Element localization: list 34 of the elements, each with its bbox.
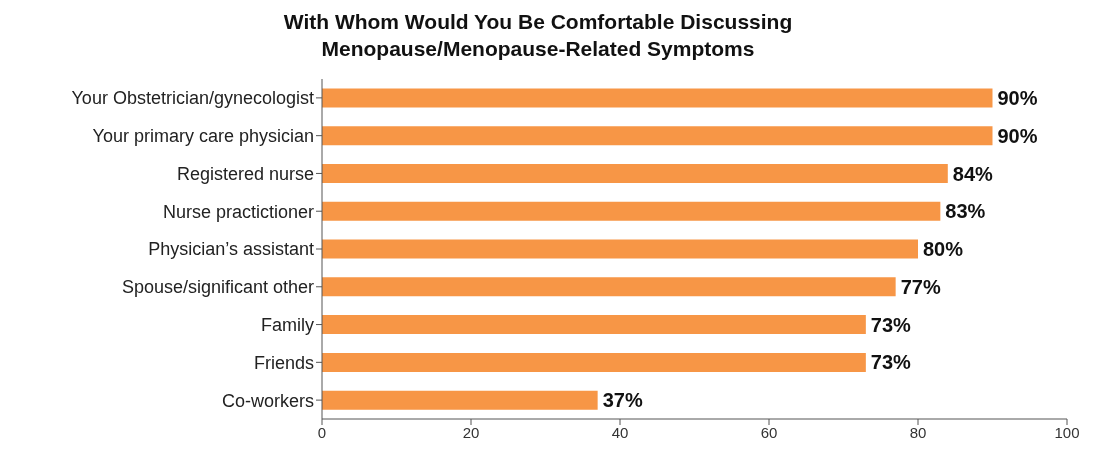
data-label: 90% (997, 124, 1038, 147)
data-label: 73% (870, 313, 912, 336)
x-tick-label: 40 (611, 423, 629, 441)
y-tick-label: Your Obstetrician/gynecologist (71, 88, 314, 109)
bar (322, 277, 896, 297)
data-label: 73% (870, 351, 912, 374)
data-label: 77% (900, 275, 941, 298)
y-tick-label: Family (261, 314, 314, 335)
bar (322, 88, 993, 108)
x-tick-label: 0 (317, 423, 327, 441)
x-tick-label: 100 (1054, 423, 1080, 441)
bar (322, 126, 993, 146)
x-tick-label: 60 (760, 423, 778, 441)
y-tick-label: Registered nurse (176, 163, 314, 184)
bar (322, 315, 866, 335)
y-tick-label: Friends (253, 352, 314, 373)
bar (322, 239, 918, 259)
y-tick-label: Co-workers (221, 390, 314, 411)
y-tick-label: Your primary care physician (92, 126, 314, 147)
y-tick-label: Physician’s assistant (148, 239, 314, 260)
data-label: 90% (997, 87, 1038, 110)
y-tick-label: Spouse/significant other (121, 277, 314, 298)
x-tick-label: 20 (462, 423, 480, 441)
data-label: 37% (602, 389, 643, 412)
bar (322, 201, 941, 221)
bar (322, 164, 948, 183)
bar (322, 352, 866, 372)
data-label: 83% (945, 200, 986, 223)
data-label: 84% (952, 162, 994, 185)
y-tick-label: Nurse practictioner (162, 201, 314, 222)
x-tick-label: 80 (909, 423, 927, 441)
chart-title: With Whom Would You Be Comfortable Discussing Menopause/Menopause-Related Symptoms (282, 9, 794, 62)
data-label: 80% (923, 238, 964, 261)
bar (322, 390, 598, 410)
